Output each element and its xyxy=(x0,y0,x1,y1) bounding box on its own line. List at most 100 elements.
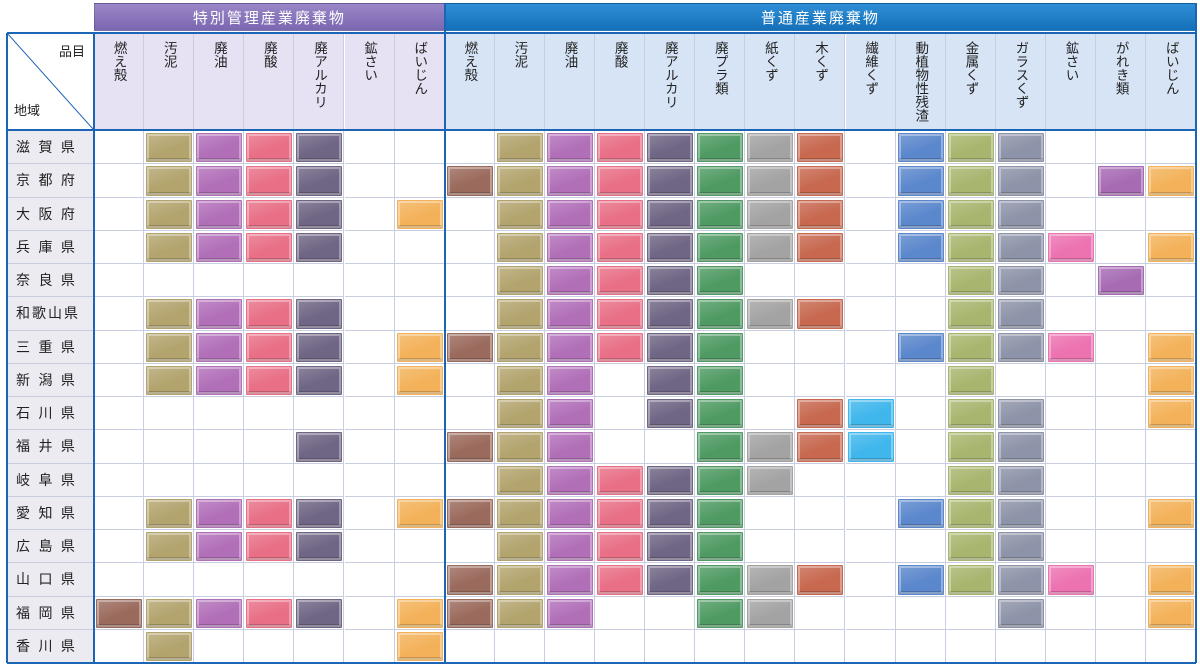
matrix-cell-filled xyxy=(995,463,1046,497)
matrix-cell-filled xyxy=(945,264,996,298)
matrix-cell-filled xyxy=(645,230,696,264)
handled-marker xyxy=(446,565,493,595)
matrix-cell-filled xyxy=(595,230,646,264)
handled-marker xyxy=(496,365,543,395)
handled-marker xyxy=(446,166,493,196)
column-header-label: 鉱さい xyxy=(1062,41,1079,82)
handled-marker xyxy=(296,232,343,262)
handled-marker xyxy=(847,432,894,462)
matrix-cell-filled xyxy=(895,164,946,198)
matrix-cell-empty xyxy=(444,297,495,331)
matrix-cell-empty xyxy=(845,330,896,364)
matrix-cell-filled xyxy=(544,131,595,165)
handled-marker xyxy=(597,199,644,229)
handled-marker xyxy=(697,365,744,395)
matrix-cell-empty xyxy=(344,430,395,464)
column-header-label: 鉱さい xyxy=(361,41,378,82)
handled-marker xyxy=(1047,332,1094,362)
matrix-cell-empty xyxy=(845,530,896,564)
column-header-19: 鉱さい xyxy=(1045,33,1096,129)
matrix-cell-filled xyxy=(595,164,646,198)
handled-marker xyxy=(697,565,744,595)
handled-marker xyxy=(797,166,844,196)
matrix-cell-empty xyxy=(1045,131,1096,165)
region-label: 奈 良 県 xyxy=(7,264,93,298)
handled-marker xyxy=(196,498,243,528)
handled-marker xyxy=(797,133,844,163)
matrix-cell-filled xyxy=(895,496,946,530)
matrix-cell-empty xyxy=(94,496,145,530)
handled-marker xyxy=(496,199,543,229)
handled-marker xyxy=(997,565,1044,595)
matrix-cell-filled xyxy=(645,297,696,331)
matrix-cell-filled xyxy=(494,264,545,298)
handled-marker xyxy=(1148,399,1195,429)
matrix-cell-filled xyxy=(695,363,746,397)
matrix-cell-empty xyxy=(795,530,846,564)
matrix-cell-empty xyxy=(194,563,245,597)
matrix-cell-empty xyxy=(1146,197,1197,231)
matrix-cell-empty xyxy=(344,230,395,264)
column-header-label: 廃油 xyxy=(561,41,578,68)
column-header-5: 鉱さい xyxy=(344,33,395,129)
handled-marker xyxy=(597,532,644,562)
column-header-16: 動植物性残渣 xyxy=(895,33,946,129)
handled-marker xyxy=(496,299,543,329)
matrix-cell-empty xyxy=(244,397,295,431)
column-header-4: 廃アルカリ xyxy=(294,33,345,129)
group-divider-border xyxy=(443,3,446,663)
handled-marker xyxy=(747,598,794,628)
handled-marker xyxy=(196,133,243,163)
matrix-cell-filled xyxy=(244,363,295,397)
handled-marker xyxy=(697,266,744,296)
matrix-cell-filled xyxy=(144,164,195,198)
handled-marker xyxy=(196,299,243,329)
column-header-15: 繊維くず xyxy=(845,33,896,129)
matrix-cell-empty xyxy=(1096,297,1147,331)
matrix-cell-empty xyxy=(795,264,846,298)
matrix-cell-filled xyxy=(645,264,696,298)
matrix-cell-filled xyxy=(444,596,495,630)
matrix-cell-empty xyxy=(394,397,445,431)
matrix-cell-filled xyxy=(144,297,195,331)
handled-marker xyxy=(947,199,994,229)
handled-marker xyxy=(997,199,1044,229)
handled-marker xyxy=(396,332,443,362)
handled-marker xyxy=(1047,232,1094,262)
matrix-cell-filled xyxy=(194,530,245,564)
matrix-cell-filled xyxy=(945,230,996,264)
handled-marker xyxy=(496,166,543,196)
handled-marker xyxy=(396,631,443,661)
handled-marker xyxy=(947,232,994,262)
handled-marker xyxy=(396,498,443,528)
handled-marker xyxy=(747,232,794,262)
matrix-cell-filled xyxy=(544,596,595,630)
matrix-cell-empty xyxy=(1146,629,1197,663)
column-header-10: 廃酸 xyxy=(595,33,646,129)
handled-marker xyxy=(997,232,1044,262)
handled-marker xyxy=(747,465,794,495)
matrix-cell-filled xyxy=(645,363,696,397)
region-label: 岐 阜 県 xyxy=(7,463,93,497)
matrix-cell-filled xyxy=(995,197,1046,231)
matrix-cell-empty xyxy=(795,463,846,497)
handled-marker xyxy=(296,365,343,395)
matrix-cell-filled xyxy=(945,297,996,331)
column-header-2: 廃油 xyxy=(194,33,245,129)
matrix-cell-empty xyxy=(344,596,395,630)
column-header-12: 廃プラ類 xyxy=(695,33,746,129)
matrix-cell-empty xyxy=(344,330,395,364)
matrix-cell-empty xyxy=(294,397,345,431)
region-label: 広 島 県 xyxy=(7,530,93,564)
matrix-cell-filled xyxy=(494,563,545,597)
handled-marker xyxy=(146,232,193,262)
handled-marker xyxy=(647,399,694,429)
handled-marker xyxy=(597,266,644,296)
matrix-cell-empty xyxy=(244,430,295,464)
matrix-cell-filled xyxy=(144,131,195,165)
handled-marker xyxy=(296,432,343,462)
matrix-cell-filled xyxy=(695,230,746,264)
handled-marker xyxy=(1148,166,1195,196)
matrix-cell-empty xyxy=(1096,496,1147,530)
